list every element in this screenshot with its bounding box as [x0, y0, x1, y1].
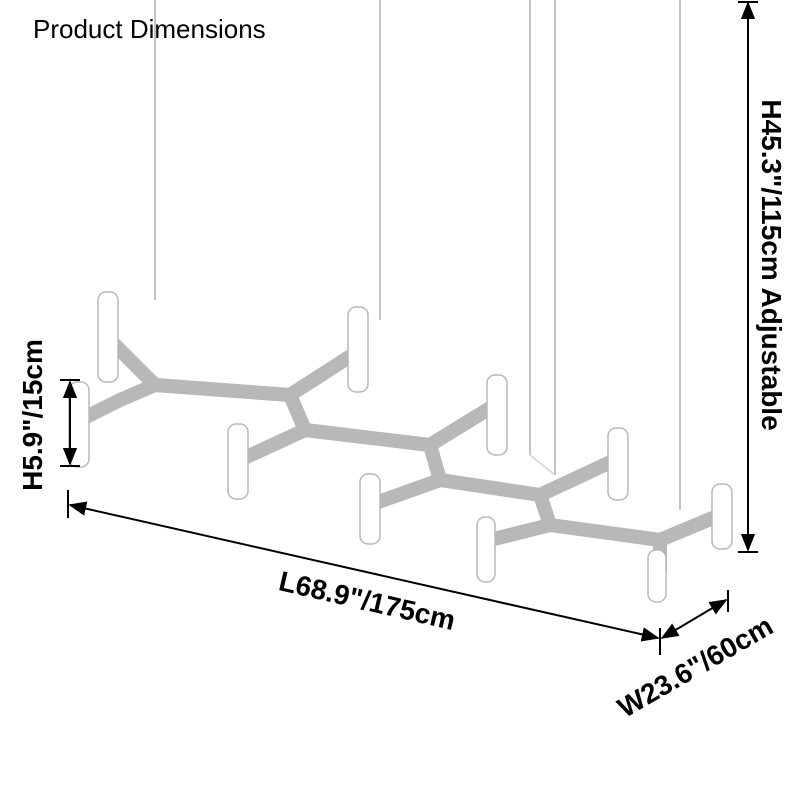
length-label: L68.9"/175cm [276, 565, 458, 636]
page-title: Product Dimensions [33, 14, 266, 44]
overall-height-label: H45.3"/115cm Adjustable [756, 99, 787, 430]
width-label: W23.6"/60cm [612, 610, 778, 724]
fixture-height-label: H5.9"/15cm [17, 339, 48, 491]
suspension-cables [154, 0, 681, 510]
dimension-lines [60, 1, 758, 655]
candles [68, 291, 733, 603]
